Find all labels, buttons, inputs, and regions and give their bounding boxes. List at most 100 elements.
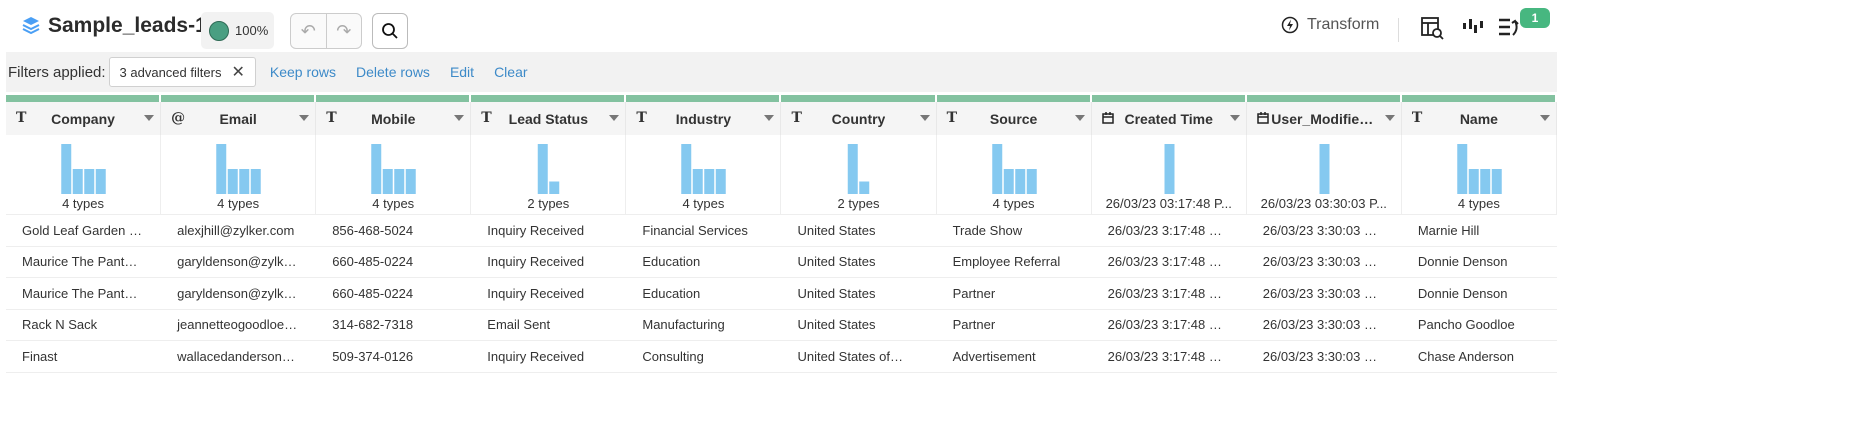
transform-button[interactable]: Transform	[1281, 16, 1379, 34]
cell-country[interactable]: United States	[797, 285, 876, 301]
applied-steps-icon[interactable]	[1498, 16, 1522, 38]
cell-email[interactable]: wallacedanderson…	[177, 348, 295, 364]
cell-mobile[interactable]: 314-682-7318	[332, 317, 414, 333]
cell-name[interactable]: Marnie Hill	[1417, 222, 1480, 238]
column-histogram[interactable]: 4 types	[626, 135, 782, 214]
table-row[interactable]: Maurice The Pant… garyldenson@zylk… 660-48…	[6, 278, 1557, 310]
undo-button[interactable]: ↶	[291, 14, 327, 48]
cell-country[interactable]: United States	[797, 254, 876, 270]
dropdown-arrow-icon[interactable]	[144, 115, 155, 121]
table-row[interactable]: Finast wallacedanderson… 509-374-0126 Inqui…	[6, 341, 1557, 373]
table-row[interactable]: Maurice The Pant… garyldenson@zylk… 660-48…	[6, 247, 1557, 278]
cell-lead-status[interactable]: Inquiry Received	[487, 222, 585, 238]
cell-industry[interactable]: Manufacturing	[642, 317, 725, 333]
column-histogram[interactable]: 4 types	[161, 135, 317, 214]
cell-source[interactable]: Partner	[952, 285, 996, 301]
cell-lead-status[interactable]: Inquiry Received	[487, 254, 585, 270]
dropdown-arrow-icon[interactable]	[1384, 115, 1395, 121]
cell-mobile[interactable]: 660-485-0224	[332, 254, 414, 270]
cell-company[interactable]: Gold Leaf Garden …	[22, 222, 142, 238]
column-header-company[interactable]: T Company	[6, 102, 162, 135]
close-icon[interactable]: ✕	[231, 64, 245, 81]
data-quality-indicator[interactable]: 100%	[201, 12, 274, 49]
column-histogram[interactable]: 4 types	[6, 135, 162, 214]
keep-rows-link[interactable]: Keep rows	[269, 64, 337, 80]
cell-industry[interactable]: Education	[642, 254, 701, 270]
column-header-name[interactable]: T Name	[1402, 102, 1557, 135]
cell-company[interactable]: Rack N Sack	[22, 317, 98, 333]
cell-industry[interactable]: Financial Services	[642, 222, 748, 238]
cell-user-modified[interactable]: 26/03/23 3:30:03 …	[1262, 254, 1377, 270]
column-histogram[interactable]: 26/03/23 03:17:48 P...	[1092, 135, 1247, 214]
redo-button[interactable]: ↷	[336, 20, 352, 41]
cell-source[interactable]: Trade Show	[952, 222, 1023, 238]
histogram-bar	[250, 169, 261, 194]
cell-email[interactable]: garyldenson@zylk…	[177, 254, 297, 270]
cell-country[interactable]: United States of…	[797, 348, 903, 364]
cell-company[interactable]: Maurice The Pant…	[22, 285, 138, 301]
cell-lead-status[interactable]: Email Sent	[487, 317, 551, 333]
cell-email[interactable]: jeannetteogoodloe…	[177, 317, 298, 333]
filter-chip[interactable]: 3 advanced filters ✕	[108, 57, 256, 87]
column-histogram[interactable]: 2 types	[781, 135, 937, 214]
column-header-mobile[interactable]: T Mobile	[316, 102, 472, 135]
cell-name[interactable]: Donnie Denson	[1417, 254, 1508, 270]
column-histogram[interactable]: 26/03/23 03:30:03 P...	[1247, 135, 1402, 214]
table-row[interactable]: Rack N Sack jeannetteogoodloe… 314-682-731…	[6, 310, 1557, 341]
search-button[interactable]	[372, 13, 408, 49]
cell-user-modified[interactable]: 26/03/23 3:30:03 …	[1262, 317, 1377, 333]
column-header-country[interactable]: T Country	[781, 102, 937, 135]
column-histogram[interactable]: 4 types	[937, 135, 1092, 214]
cell-email[interactable]: alexjhill@zylker.com	[177, 222, 295, 238]
column-histogram[interactable]: 4 types	[1402, 135, 1557, 214]
cell-source[interactable]: Employee Referral	[952, 254, 1061, 270]
dropdown-arrow-icon[interactable]	[299, 115, 310, 121]
column-header-user-modified[interactable]: User_Modified_...	[1247, 102, 1402, 135]
delete-rows-link[interactable]: Delete rows	[356, 64, 430, 80]
cell-lead-status[interactable]: Inquiry Received	[487, 348, 585, 364]
dropdown-arrow-icon[interactable]	[1229, 115, 1240, 121]
cell-name[interactable]: Donnie Denson	[1417, 285, 1508, 301]
cell-user-modified[interactable]: 26/03/23 3:30:03 …	[1262, 348, 1377, 364]
cell-mobile[interactable]: 856-468-5024	[332, 222, 414, 238]
column-histogram[interactable]: 2 types	[471, 135, 627, 214]
cell-created-time[interactable]: 26/03/23 3:17:48 …	[1107, 254, 1222, 270]
cell-industry[interactable]: Consulting	[642, 348, 704, 364]
dropdown-arrow-icon[interactable]	[919, 115, 930, 121]
cell-source[interactable]: Partner	[952, 317, 996, 333]
table-row[interactable]: Gold Leaf Garden … alexjhill@zylker.com 85…	[6, 215, 1557, 247]
cell-created-time[interactable]: 26/03/23 3:17:48 …	[1107, 285, 1222, 301]
cell-name[interactable]: Chase Anderson	[1417, 348, 1514, 364]
cell-email[interactable]: garyldenson@zylk…	[177, 285, 297, 301]
dropdown-arrow-icon[interactable]	[454, 115, 465, 121]
column-header-lead-status[interactable]: T Lead Status	[471, 102, 627, 135]
table-preview-icon[interactable]	[1420, 16, 1444, 40]
column-header-email[interactable]: @ Email	[161, 102, 317, 135]
cell-created-time[interactable]: 26/03/23 3:17:48 …	[1107, 222, 1222, 238]
dropdown-arrow-icon[interactable]	[1539, 115, 1550, 121]
cell-lead-status[interactable]: Inquiry Received	[487, 285, 585, 301]
column-header-source[interactable]: T Source	[937, 102, 1092, 135]
cell-country[interactable]: United States	[797, 222, 876, 238]
cell-company[interactable]: Maurice The Pant…	[22, 254, 138, 270]
column-header-created-time[interactable]: Created Time	[1092, 102, 1247, 135]
cell-country[interactable]: United States	[797, 317, 876, 333]
column-header-industry[interactable]: T Industry	[626, 102, 782, 135]
cell-mobile[interactable]: 660-485-0224	[332, 285, 414, 301]
dropdown-arrow-icon[interactable]	[609, 115, 620, 121]
cell-company[interactable]: Finast	[22, 348, 58, 364]
data-profile-icon[interactable]	[1462, 16, 1484, 38]
edit-link[interactable]: Edit	[449, 64, 475, 80]
cell-industry[interactable]: Education	[642, 285, 701, 301]
dropdown-arrow-icon[interactable]	[764, 115, 775, 121]
cell-user-modified[interactable]: 26/03/23 3:30:03 …	[1262, 285, 1377, 301]
clear-link[interactable]: Clear	[494, 64, 528, 80]
dropdown-arrow-icon[interactable]	[1074, 115, 1085, 121]
cell-mobile[interactable]: 509-374-0126	[332, 348, 414, 364]
cell-user-modified[interactable]: 26/03/23 3:30:03 …	[1262, 222, 1377, 238]
column-histogram[interactable]: 4 types	[316, 135, 472, 214]
cell-created-time[interactable]: 26/03/23 3:17:48 …	[1107, 317, 1222, 333]
cell-created-time[interactable]: 26/03/23 3:17:48 …	[1107, 348, 1222, 364]
cell-name[interactable]: Pancho Goodloe	[1417, 317, 1515, 333]
cell-source[interactable]: Advertisement	[952, 348, 1036, 364]
